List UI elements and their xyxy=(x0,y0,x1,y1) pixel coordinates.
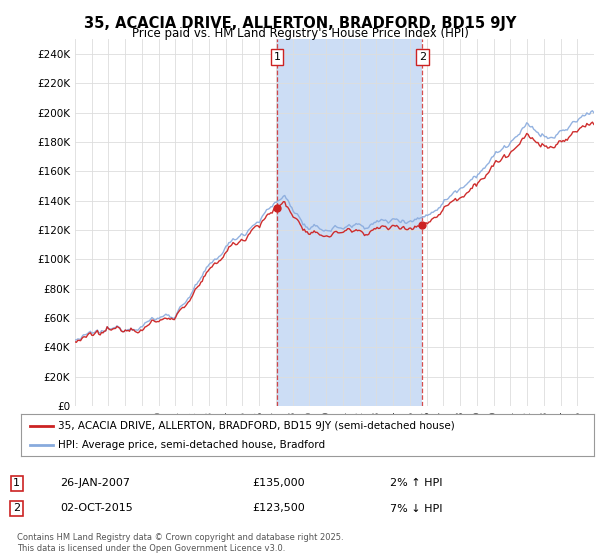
Text: £135,000: £135,000 xyxy=(252,478,305,488)
Text: 35, ACACIA DRIVE, ALLERTON, BRADFORD, BD15 9JY (semi-detached house): 35, ACACIA DRIVE, ALLERTON, BRADFORD, BD… xyxy=(58,421,455,431)
Text: 1: 1 xyxy=(13,478,20,488)
Text: 02-OCT-2015: 02-OCT-2015 xyxy=(60,503,133,514)
Text: 2: 2 xyxy=(13,503,20,514)
Text: 7% ↓ HPI: 7% ↓ HPI xyxy=(390,503,443,514)
Text: HPI: Average price, semi-detached house, Bradford: HPI: Average price, semi-detached house,… xyxy=(58,440,325,450)
Text: 35, ACACIA DRIVE, ALLERTON, BRADFORD, BD15 9JY: 35, ACACIA DRIVE, ALLERTON, BRADFORD, BD… xyxy=(84,16,516,31)
Text: 2% ↑ HPI: 2% ↑ HPI xyxy=(390,478,443,488)
Text: 1: 1 xyxy=(274,52,281,62)
Text: £123,500: £123,500 xyxy=(252,503,305,514)
Text: 26-JAN-2007: 26-JAN-2007 xyxy=(60,478,130,488)
Text: Contains HM Land Registry data © Crown copyright and database right 2025.
This d: Contains HM Land Registry data © Crown c… xyxy=(17,533,343,553)
Text: Price paid vs. HM Land Registry's House Price Index (HPI): Price paid vs. HM Land Registry's House … xyxy=(131,27,469,40)
Text: 2: 2 xyxy=(419,52,426,62)
Bar xyxy=(277,39,422,406)
